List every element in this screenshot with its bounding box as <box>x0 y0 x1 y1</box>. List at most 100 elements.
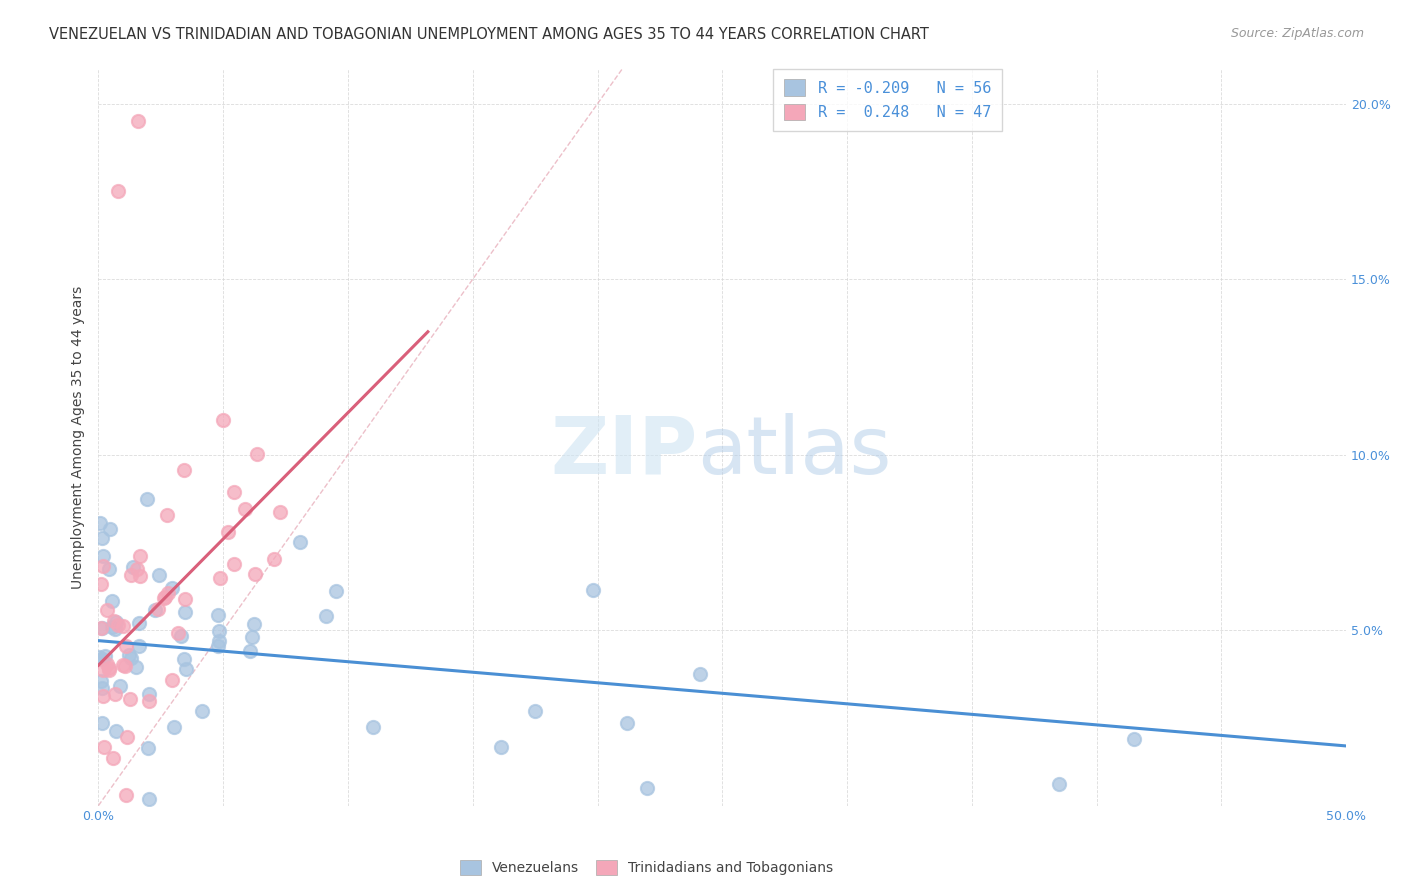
Point <box>155 591 177 605</box>
Point <box>163 720 186 734</box>
Text: Source: ZipAtlas.com: Source: ZipAtlas.com <box>1230 27 1364 40</box>
Point <box>173 462 195 476</box>
Point <box>167 626 190 640</box>
Point <box>129 549 152 564</box>
Point <box>174 662 197 676</box>
Point <box>246 447 269 461</box>
Point <box>138 687 160 701</box>
Point <box>1123 732 1146 747</box>
Point <box>115 731 138 745</box>
Point <box>239 643 262 657</box>
Point <box>96 657 118 672</box>
Point <box>121 559 143 574</box>
Point <box>94 649 117 664</box>
Point <box>103 614 125 628</box>
Point <box>217 525 239 540</box>
Point <box>243 567 266 582</box>
Point <box>689 667 711 681</box>
Point <box>90 621 112 635</box>
Point <box>91 690 114 704</box>
Point <box>523 704 546 718</box>
Point <box>361 720 384 734</box>
Point <box>120 567 142 582</box>
Point <box>243 616 266 631</box>
Point <box>233 502 256 516</box>
Point <box>104 622 127 636</box>
Point <box>136 741 159 756</box>
Point <box>111 657 134 672</box>
Point <box>207 633 229 648</box>
Point <box>90 621 112 635</box>
Point <box>128 615 150 630</box>
Point <box>269 505 291 519</box>
Point <box>112 618 135 632</box>
Point <box>98 661 121 675</box>
Point <box>153 591 176 605</box>
Point <box>98 663 121 677</box>
Point <box>90 681 112 695</box>
Point <box>157 586 180 600</box>
Point <box>118 648 141 662</box>
Point <box>114 788 136 802</box>
Point <box>96 603 118 617</box>
Point <box>208 571 231 585</box>
Point <box>91 652 114 666</box>
Point <box>91 531 114 545</box>
Point <box>107 185 129 199</box>
Point <box>120 651 142 665</box>
Point <box>107 618 129 632</box>
Point <box>170 629 193 643</box>
Point <box>325 584 347 599</box>
Point <box>1047 777 1070 791</box>
Point <box>173 591 195 606</box>
Point <box>191 705 214 719</box>
Point <box>90 576 112 591</box>
Point <box>208 624 231 638</box>
Y-axis label: Unemployment Among Ages 35 to 44 years: Unemployment Among Ages 35 to 44 years <box>72 285 86 589</box>
Point <box>91 663 114 677</box>
Point <box>148 568 170 582</box>
Point <box>222 558 245 572</box>
Point <box>143 603 166 617</box>
Text: atlas: atlas <box>697 413 891 491</box>
Point <box>90 673 112 688</box>
Legend: Venezuelans, Trinidadians and Tobagonians: Venezuelans, Trinidadians and Tobagonian… <box>454 855 839 880</box>
Point <box>91 549 114 564</box>
Point <box>290 535 312 549</box>
Point <box>242 630 264 644</box>
Point <box>138 791 160 805</box>
Point <box>315 609 337 624</box>
Point <box>89 516 111 530</box>
Point <box>128 569 150 583</box>
Point <box>160 673 183 688</box>
Point <box>127 114 149 128</box>
Point <box>212 413 235 427</box>
Point <box>138 694 160 708</box>
Point <box>489 739 512 754</box>
Point <box>110 679 132 693</box>
Point <box>93 739 115 754</box>
Point <box>582 582 605 597</box>
Text: ZIP: ZIP <box>550 413 697 491</box>
Point <box>173 605 195 619</box>
Point <box>118 691 141 706</box>
Point <box>98 522 121 536</box>
Point <box>616 715 638 730</box>
Point <box>101 620 124 634</box>
Point <box>125 660 148 674</box>
Point <box>207 607 229 622</box>
Point <box>127 562 149 576</box>
Point <box>160 581 183 595</box>
Point <box>101 751 124 765</box>
Legend: R = -0.209   N = 56, R =  0.248   N = 47: R = -0.209 N = 56, R = 0.248 N = 47 <box>773 69 1001 131</box>
Point <box>136 491 159 506</box>
Point <box>156 508 179 522</box>
Point <box>104 723 127 738</box>
Point <box>128 640 150 654</box>
Point <box>105 615 128 629</box>
Point <box>146 601 169 615</box>
Point <box>222 484 245 499</box>
Point <box>115 639 138 653</box>
Point <box>90 715 112 730</box>
Point <box>114 659 136 673</box>
